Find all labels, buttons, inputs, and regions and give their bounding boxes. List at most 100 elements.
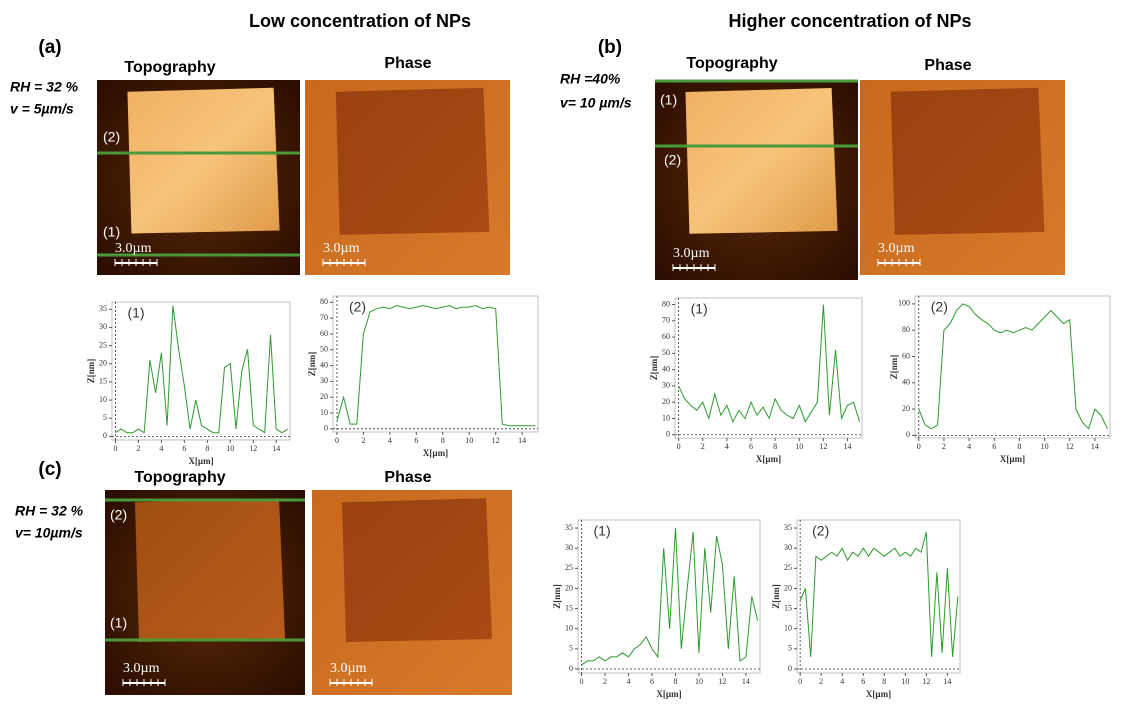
x-tick-label: 12	[249, 444, 257, 453]
x-tick-label: 14	[844, 442, 852, 451]
y-axis-label: Z[nm]	[552, 584, 562, 609]
plot-frame	[914, 295, 1111, 439]
y-tick-label: 50	[320, 345, 328, 354]
y-tick-label: 50	[662, 348, 670, 357]
x-axis-label: X[µm]	[423, 448, 448, 458]
panel-label: (b)	[598, 37, 622, 58]
y-tick-label: 80	[662, 299, 670, 308]
profile-annotation: (1)	[127, 305, 144, 321]
y-tick-label: 40	[902, 378, 910, 387]
line-label: (2)	[664, 152, 681, 168]
x-tick-label: 4	[967, 442, 971, 451]
y-tick-label: 0	[569, 664, 573, 673]
y-tick-label: 10	[662, 413, 670, 422]
x-tick-label: 12	[718, 677, 726, 686]
y-tick-label: 15	[99, 377, 107, 386]
x-tick-label: 10	[1041, 442, 1049, 451]
x-tick-label: 2	[942, 442, 946, 451]
x-tick-label: 14	[518, 436, 526, 445]
line-label: (2)	[110, 507, 127, 523]
y-tick-label: 15	[565, 603, 573, 612]
profile-annotation: (1)	[691, 301, 708, 317]
scale-bar-label: 3.0µm	[673, 246, 710, 261]
x-tick-label: 6	[650, 677, 654, 686]
y-tick-label: 5	[569, 644, 573, 653]
square-feature	[890, 87, 1045, 235]
x-tick-label: 10	[226, 444, 234, 453]
condition: v = 5µm/s	[10, 101, 74, 117]
panel-label: (c)	[38, 459, 61, 480]
y-tick-label: 40	[662, 364, 670, 373]
line-label: (1)	[660, 92, 677, 108]
profile	[799, 531, 959, 657]
profile-annotation: (2)	[812, 523, 829, 539]
condition: RH = 32 %	[10, 79, 79, 95]
x-tick-label: 4	[725, 442, 729, 451]
y-tick-label: 30	[565, 543, 573, 552]
y-tick-label: 25	[99, 340, 107, 349]
x-tick-label: 10	[901, 677, 909, 686]
y-tick-label: 30	[662, 381, 670, 390]
x-axis-label: X[µm]	[866, 689, 891, 699]
x-axis-label: X[µm]	[188, 456, 213, 466]
y-tick-label: 60	[320, 329, 328, 338]
x-tick-label: 8	[441, 436, 445, 445]
y-tick-label: 0	[666, 430, 670, 439]
y-tick-label: 10	[99, 395, 107, 404]
x-tick-label: 0	[580, 677, 584, 686]
y-tick-label: 35	[784, 523, 792, 532]
y-tick-label: 20	[565, 583, 573, 592]
scale-bar-label: 3.0µm	[323, 241, 360, 256]
x-tick-label: 0	[113, 444, 117, 453]
x-tick-label: 6	[861, 677, 865, 686]
x-tick-label: 0	[335, 436, 339, 445]
y-tick-label: 70	[320, 313, 328, 322]
y-tick-label: 20	[99, 359, 107, 368]
x-tick-label: 10	[795, 442, 803, 451]
x-axis-label: X[µm]	[756, 454, 781, 464]
y-tick-label: 35	[565, 523, 573, 532]
x-tick-label: 2	[136, 444, 140, 453]
x-tick-label: 8	[882, 677, 886, 686]
x-tick-label: 12	[922, 677, 930, 686]
y-tick-label: 35	[99, 304, 107, 313]
condition: RH = 32 %	[15, 503, 84, 519]
x-tick-label: 4	[626, 677, 630, 686]
x-tick-label: 8	[673, 677, 677, 686]
profile-annotation: (1)	[594, 523, 611, 539]
x-tick-label: 0	[677, 442, 681, 451]
x-axis-label: X[µm]	[656, 689, 681, 699]
y-tick-label: 10	[320, 408, 328, 417]
x-tick-label: 14	[943, 677, 951, 686]
x-tick-label: 14	[742, 677, 750, 686]
y-tick-label: 5	[103, 413, 107, 422]
image-title: Phase	[384, 469, 431, 486]
profile-annotation: (2)	[349, 299, 366, 315]
y-tick-label: 0	[788, 664, 792, 673]
x-tick-label: 0	[917, 442, 921, 451]
y-axis-label: Z[nm]	[307, 352, 317, 377]
plot-frame	[796, 519, 961, 674]
x-tick-label: 12	[819, 442, 827, 451]
y-tick-label: 0	[906, 430, 910, 439]
profile	[678, 304, 861, 423]
y-tick-label: 10	[784, 624, 792, 633]
x-tick-label: 6	[992, 442, 996, 451]
image-title: Phase	[384, 55, 431, 72]
plot-frame	[111, 301, 291, 441]
scale-bar-label: 3.0µm	[115, 241, 152, 256]
plot-frame	[332, 295, 539, 433]
panel-label: (a)	[38, 37, 61, 58]
x-tick-label: 2	[603, 677, 607, 686]
y-tick-label: 30	[99, 322, 107, 331]
y-tick-label: 60	[902, 351, 910, 360]
y-tick-label: 100	[898, 299, 910, 308]
x-axis-label: X[µm]	[1000, 454, 1025, 464]
line-label: (2)	[103, 129, 120, 145]
x-tick-label: 8	[205, 444, 209, 453]
condition: v= 10 µm/s	[560, 95, 632, 111]
square-feature	[342, 498, 492, 642]
x-tick-label: 6	[414, 436, 418, 445]
column-header: Low concentration of NPs	[249, 11, 471, 31]
